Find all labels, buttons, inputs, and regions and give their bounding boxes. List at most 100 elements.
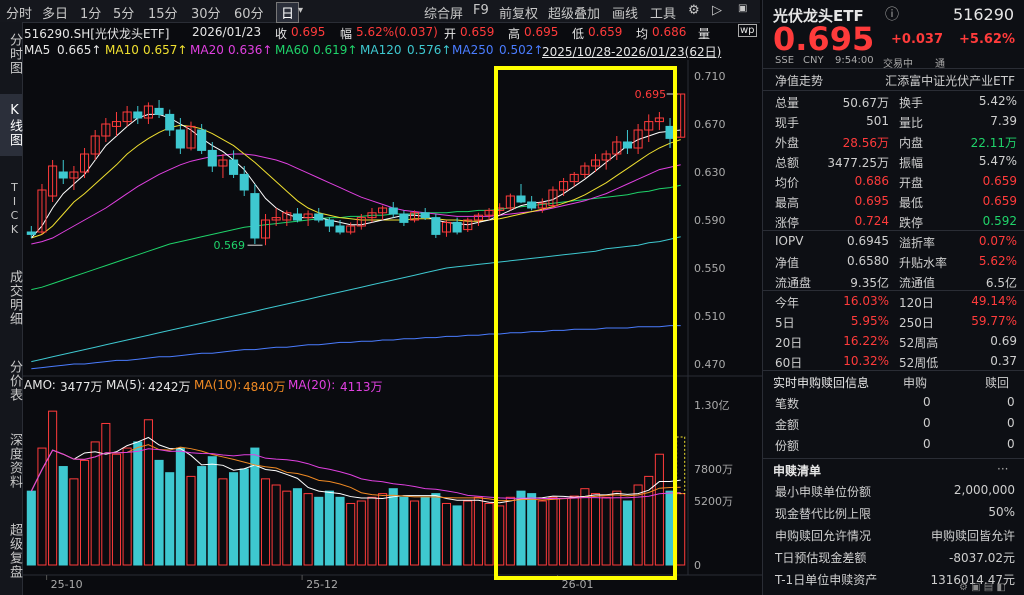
volume-bar (356, 500, 366, 566)
volume-bar (239, 468, 249, 566)
price-tick-label: 0.510 (694, 310, 726, 323)
volume-bar (250, 447, 260, 566)
ma10-label: MA10 (105, 43, 139, 57)
volume-bar (505, 496, 515, 566)
lefttab-price-table[interactable]: 分价表 (7, 360, 22, 402)
bottom-toolbar-icons[interactable]: ⚙ ▣ ▤ ◧ (959, 582, 1006, 593)
volume-bar (346, 502, 356, 566)
candle-body (399, 213, 409, 223)
vol-ma20-value: 4113万 (340, 380, 383, 394)
lefttab-kline[interactable]: K线图 (0, 94, 22, 156)
candle-body (590, 159, 601, 167)
amo-value: 3477万 (60, 380, 103, 394)
low-annotation: 0.569 (214, 239, 246, 252)
perf-value: 0.37 (990, 354, 1017, 368)
wp-icon[interactable]: ▣ (738, 3, 748, 14)
quote-stat-label: 总额 (775, 156, 800, 170)
kline-chart[interactable]: 0.710 0.670 0.630 0.590 0.550 0.510 0.470 1.30亿… (22, 60, 762, 595)
perf-value: 0.69 (990, 334, 1017, 348)
trade-status: 交易中 (883, 59, 913, 70)
more-icon[interactable]: ··· (997, 462, 1009, 476)
price-change-pct: +5.62% (959, 32, 1015, 47)
period-tab-multiday[interactable]: 多日 (42, 7, 69, 22)
candle-body (26, 231, 36, 235)
quote-stat-value: 7.39 (990, 114, 1017, 128)
lefttab-super-replay[interactable]: 超级复盘 (7, 523, 22, 579)
volume-bar (484, 502, 494, 566)
lefttab-tick[interactable]: TICK (8, 181, 21, 237)
realtime-title: 实时申购赎回信息 (773, 376, 870, 390)
realtime-col-redeem: 赎回 (985, 376, 1010, 390)
perf-value: 16.22% (843, 334, 889, 348)
date: 2026/01/23 (192, 25, 262, 39)
nav-trend-row[interactable]: 净值走势 汇添富中证光伏产业ETF (763, 70, 1024, 89)
date-range[interactable]: 2025/10/28-2026/01/23(62日) (542, 45, 722, 59)
volume-bar (420, 496, 430, 566)
candle-body (346, 225, 356, 233)
fund-stat-label: 溢折率 (899, 236, 936, 250)
vol-ma20-label: MA(20): (288, 378, 336, 392)
volume-bar (90, 441, 100, 566)
fund-stat-row: 流通盘 9.35亿 流通值 6.5亿 (763, 272, 1024, 291)
wp-badge-icon[interactable]: wp (738, 24, 757, 37)
period-tab-fenshi[interactable]: 分时 (6, 7, 33, 22)
lefttab-trade-detail[interactable]: 成交明细 (7, 270, 22, 326)
candle-body (303, 213, 313, 219)
quote-stat-label: 换手 (899, 96, 924, 110)
realtime-col-subscribe: 申购 (903, 376, 928, 390)
quote-time: 9:54:00 (835, 55, 874, 66)
candle-body (48, 165, 58, 197)
candle-body (452, 221, 462, 233)
candle-body (622, 141, 632, 149)
period-tab-day[interactable]: 日 (276, 2, 300, 23)
info-icon[interactable]: ⓘ (885, 7, 899, 23)
candle-body (207, 149, 217, 167)
candle-body (260, 219, 271, 239)
period-tab-30min[interactable]: 30分 (191, 7, 221, 22)
tool-f9[interactable]: F9 (473, 3, 489, 18)
ma10-value: 0.657↑ (143, 43, 188, 57)
quote-stat-value: 50.67万 (842, 96, 889, 110)
candle-body (122, 111, 132, 123)
list-label: 最小申赎单位份额 (775, 485, 872, 499)
realtime-subscribe-value: 0 (923, 416, 931, 430)
period-tab-1min[interactable]: 1分 (80, 7, 102, 22)
candle-body (601, 153, 611, 161)
settings-gear-icon[interactable]: ⚙ (688, 3, 700, 18)
candle-body (441, 221, 452, 233)
candle-body (250, 193, 260, 239)
list-value: 50% (988, 505, 1015, 519)
fund-stat-label: 流通值 (899, 276, 936, 290)
candle-body (37, 189, 47, 233)
candle-body (388, 207, 398, 215)
volume-ma20-line (30, 448, 681, 500)
tool-fuquan[interactable]: 前复权 (499, 7, 539, 22)
period-tab-5min[interactable]: 5分 (113, 7, 135, 22)
quote-stat-value: 0.659 (982, 174, 1017, 188)
quote-stat-label: 内盘 (899, 136, 924, 150)
forward-icon[interactable]: ▷ (712, 3, 722, 18)
period-tab-60min[interactable]: 60分 (234, 7, 264, 22)
price-tick-label: 0.550 (694, 262, 726, 275)
tool-draw-line[interactable]: 画线 (612, 7, 639, 22)
volume-tick-label: 5200万 (694, 495, 733, 508)
fund-stat-row: 净值 0.6580 升贴水率 5.62% (763, 252, 1024, 271)
nav-trend-label: 净值走势 (775, 74, 824, 88)
tool-composite-screen[interactable]: 综合屏 (424, 7, 464, 22)
period-tab-15min[interactable]: 15分 (148, 7, 178, 22)
volume-tick-label: 0 (694, 559, 701, 572)
lefttab-depth-info[interactable]: 深度资料 (7, 433, 22, 489)
volume-bar (282, 490, 292, 566)
perf-label: 20日 (775, 336, 803, 350)
volume-bar (559, 498, 569, 566)
lefttab-fenshi[interactable]: 分时图 (7, 33, 22, 75)
volume-bar (431, 493, 441, 566)
tool-super-overlay[interactable]: 超级叠加 (548, 7, 601, 22)
volume-legend: AMO: 3477万 MA(5): 4242万 MA(10): 4840万 MA… (22, 378, 622, 394)
fund-stat-value: 0.6580 (847, 254, 889, 268)
perf-value: 16.03% (843, 294, 889, 308)
period-dropdown-icon[interactable]: ▾ (298, 5, 304, 16)
list-title: 申赎清单 (773, 464, 822, 478)
tool-tools[interactable]: 工具 (650, 7, 677, 22)
candle-body (165, 113, 175, 131)
